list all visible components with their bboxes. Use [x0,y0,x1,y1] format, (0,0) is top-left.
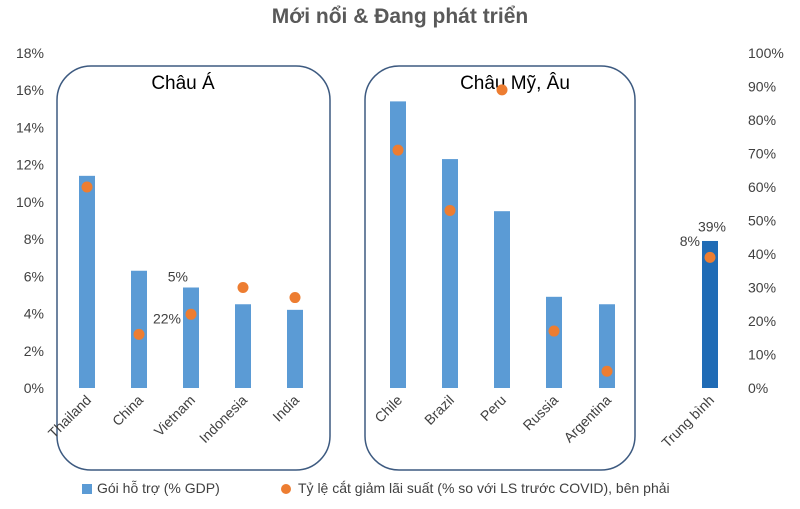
left-tick-label: 2% [24,343,44,359]
region-label: Châu Mỹ, Âu [460,72,570,94]
legend-bar-label: Gói hỗ trợ (% GDP) [97,480,220,496]
right-tick-label: 70% [748,146,776,162]
right-tick-label: 80% [748,112,776,128]
right-tick-label: 90% [748,79,776,95]
bar [494,211,510,388]
bar [287,309,303,388]
right-tick-label: 50% [748,213,776,229]
region-groups: Châu Á Châu Mỹ, Âu [56,65,636,471]
left-tick-label: 6% [24,268,44,284]
scatter-point [496,84,508,96]
left-axis: 0% 2% 4% 6% 8% 10% 12% 14% 16% 18% [16,45,44,396]
scatter-point [133,328,145,340]
bar [79,175,95,388]
left-tick-label: 16% [16,82,44,98]
right-tick-label: 60% [748,179,776,195]
category-label: Trung bình [658,392,717,451]
scatter-point [289,292,301,304]
scatter-point [185,308,197,320]
left-tick-label: 12% [16,157,44,173]
category-label: Peru [477,392,509,424]
bar [183,287,199,388]
category-label: India [269,392,302,425]
category-label: Russia [520,392,562,434]
left-tick-label: 10% [16,194,44,210]
left-tick-label: 8% [24,231,44,247]
data-labels: 5% 22% 39%8% [153,218,726,326]
region-label: Châu Á [151,73,215,94]
category-label: Brazil [421,392,457,428]
legend-bar-swatch [82,484,92,494]
category-label: Indonesia [196,392,250,446]
scatter-point [392,144,404,156]
category-label: Vietnam [151,392,198,439]
right-tick-label: 0% [748,380,768,396]
data-label: 22% [153,310,181,326]
category-label: Argentina [560,392,614,446]
left-tick-label: 14% [16,119,44,135]
category-label: Thailand [45,392,94,441]
bar [546,296,562,388]
legend: Gói hỗ trợ (% GDP) Tỷ lệ cắt giảm lãi suấ… [82,480,670,496]
region-box [56,65,331,471]
data-label: 8% [680,233,700,249]
scatter-point [548,325,560,337]
right-tick-label: 10% [748,347,776,363]
chart-title: Mới nổi & Đang phát triển [272,5,528,28]
scatter-series [81,84,716,377]
scatter-point [444,204,456,216]
bar [702,240,718,388]
right-tick-label: 20% [748,313,776,329]
bar [235,304,251,388]
right-tick-label: 30% [748,280,776,296]
scatter-point [237,282,249,293]
left-tick-label: 4% [24,306,44,322]
left-tick-label: 0% [24,380,44,396]
scatter-point [601,365,613,377]
scatter-point [704,251,716,263]
category-label: China [109,392,146,429]
bar-series [79,101,718,388]
data-label: 5% [168,269,188,285]
legend-scatter-label: Tỷ lệ cắt giảm lãi suất (% so với LS trư… [298,480,670,496]
scatter-point [81,181,93,193]
data-label: 39% [698,218,726,234]
bar [442,159,458,388]
legend-scatter-swatch [281,484,291,494]
right-axis: 0% 10% 20% 30% 40% 50% 60% 70% 80% 90% 100% [748,45,784,396]
bar [390,101,406,388]
bar [599,304,615,388]
right-tick-label: 100% [748,45,784,61]
region-box [364,65,636,471]
right-tick-label: 40% [748,246,776,262]
category-label: Chile [371,392,405,426]
left-tick-label: 18% [16,45,44,61]
